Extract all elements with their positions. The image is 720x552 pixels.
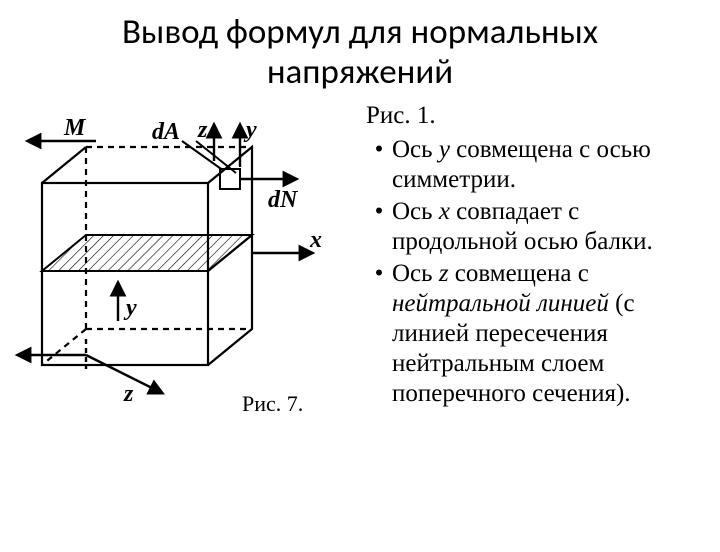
content-row: M dA z y dN x y z Рис. 7. Рис. 1. • Ось …: [0, 101, 720, 421]
text-column: Рис. 1. • Ось y совмещена с осью симметр…: [360, 101, 710, 421]
bullet-dot: •: [366, 197, 392, 257]
label-x: x: [309, 227, 322, 253]
figure-number: Рис. 1.: [366, 101, 710, 131]
label-z-bottom: z: [123, 381, 134, 407]
label-dN: dN: [268, 187, 299, 213]
label-y-mid: y: [123, 295, 137, 321]
label-M: M: [63, 115, 87, 141]
bullet-1: • Ось y совмещена с осью симметрии.: [366, 135, 710, 195]
label-dA: dA: [152, 119, 180, 145]
label-y-top: y: [243, 117, 257, 143]
bullet-2-text: Ось x совпадает с продольной осью балки.: [392, 197, 710, 257]
page-title: Вывод формул для нормальных напряжений: [40, 12, 680, 93]
bullet-2: • Ось x совпадает с продольной осью балк…: [366, 197, 710, 257]
beam-diagram: M dA z y dN x y z: [10, 101, 360, 421]
bullet-3-text: Ось z совмещена с нейтральной линией (с …: [392, 259, 710, 409]
label-z-top: z: [197, 117, 208, 143]
bullet-1-text: Ось y совмещена с осью симметрии.: [392, 135, 710, 195]
bullet-dot: •: [366, 135, 392, 195]
diagram-caption: Рис. 7.: [242, 391, 303, 417]
bullet-dot: •: [366, 259, 392, 409]
diagram-column: M dA z y dN x y z Рис. 7.: [10, 101, 360, 421]
bullet-3: • Ось z совмещена с нейтральной линией (…: [366, 259, 710, 409]
